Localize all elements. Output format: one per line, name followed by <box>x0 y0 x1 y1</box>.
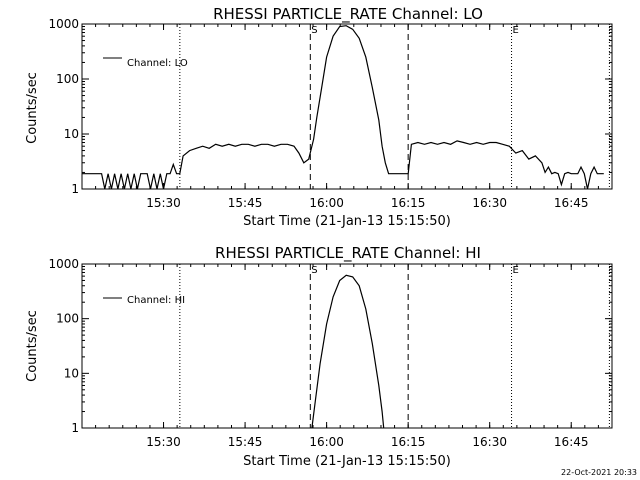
panel-lo-legend-label: Channel: LO <box>127 58 188 69</box>
panel-lo-title: RHESSI PARTICLE_RATE Channel: LO <box>213 5 483 24</box>
panel-lo-frame <box>81 23 613 190</box>
panel-hi-series-line <box>311 274 385 429</box>
panel-hi-marker-e: E <box>513 265 519 276</box>
panel-lo-marker-e: E <box>513 25 519 36</box>
panel-hi-xtick-label: 16:30 <box>472 435 507 449</box>
panel-lo-xlabel: Start Time (21-Jan-13 15:15:50) <box>243 214 451 229</box>
panel-hi-xtick-label: 16:00 <box>309 435 344 449</box>
panel-hi-legend-label: Channel: HI <box>127 295 185 306</box>
panel-hi-marker-s: S <box>311 265 317 276</box>
panel-lo: RHESSI PARTICLE_RATE Channel: LO Start T… <box>25 5 483 229</box>
panel-lo-ytick-label: 100 <box>56 72 79 86</box>
panel-hi-title: RHESSI PARTICLE_RATE Channel: HI <box>215 244 481 263</box>
panel-lo-xtick-label: 15:45 <box>228 196 263 210</box>
panel-lo-ylabel: Counts/sec <box>25 72 40 144</box>
panel-lo-marker-s: S <box>311 25 317 36</box>
panel-hi-ytick-label: 100 <box>56 312 79 326</box>
panel-hi-xlabel: Start Time (21-Jan-13 15:15:50) <box>243 454 451 469</box>
panel-lo-ytick-label: 1000 <box>48 17 79 31</box>
panel-lo-xtick-label: 16:30 <box>472 196 507 210</box>
panel-lo-ytick-label: 10 <box>64 127 79 141</box>
panel-hi-xtick-label: 16:15 <box>391 435 426 449</box>
panel-lo-xtick-label: 16:00 <box>309 196 344 210</box>
panel-lo-series-line <box>82 25 604 190</box>
panel-hi-ytick-label: 1 <box>71 421 79 435</box>
panel-hi-frame <box>81 263 613 429</box>
panel-hi-ytick-label: 10 <box>64 366 79 380</box>
panel-hi-xtick-label: 16:45 <box>554 435 589 449</box>
panel-hi-ytick-label: 1000 <box>48 257 79 271</box>
panel-lo-xtick-label: 16:15 <box>391 196 426 210</box>
panel-hi-xtick-label: 15:30 <box>146 435 181 449</box>
panel-hi-xtick-label: 15:45 <box>228 435 263 449</box>
panel-hi-ylabel: Counts/sec <box>25 310 40 382</box>
panel-lo-ytick-label: 1 <box>71 182 79 196</box>
panel-lo-xtick-label: 16:45 <box>554 196 589 210</box>
panel-hi: RHESSI PARTICLE_RATE Channel: HI Start T… <box>25 244 481 469</box>
generated-timestamp: 22-Oct-2021 20:33 <box>561 468 637 477</box>
panel-lo-xtick-label: 15:30 <box>146 196 181 210</box>
